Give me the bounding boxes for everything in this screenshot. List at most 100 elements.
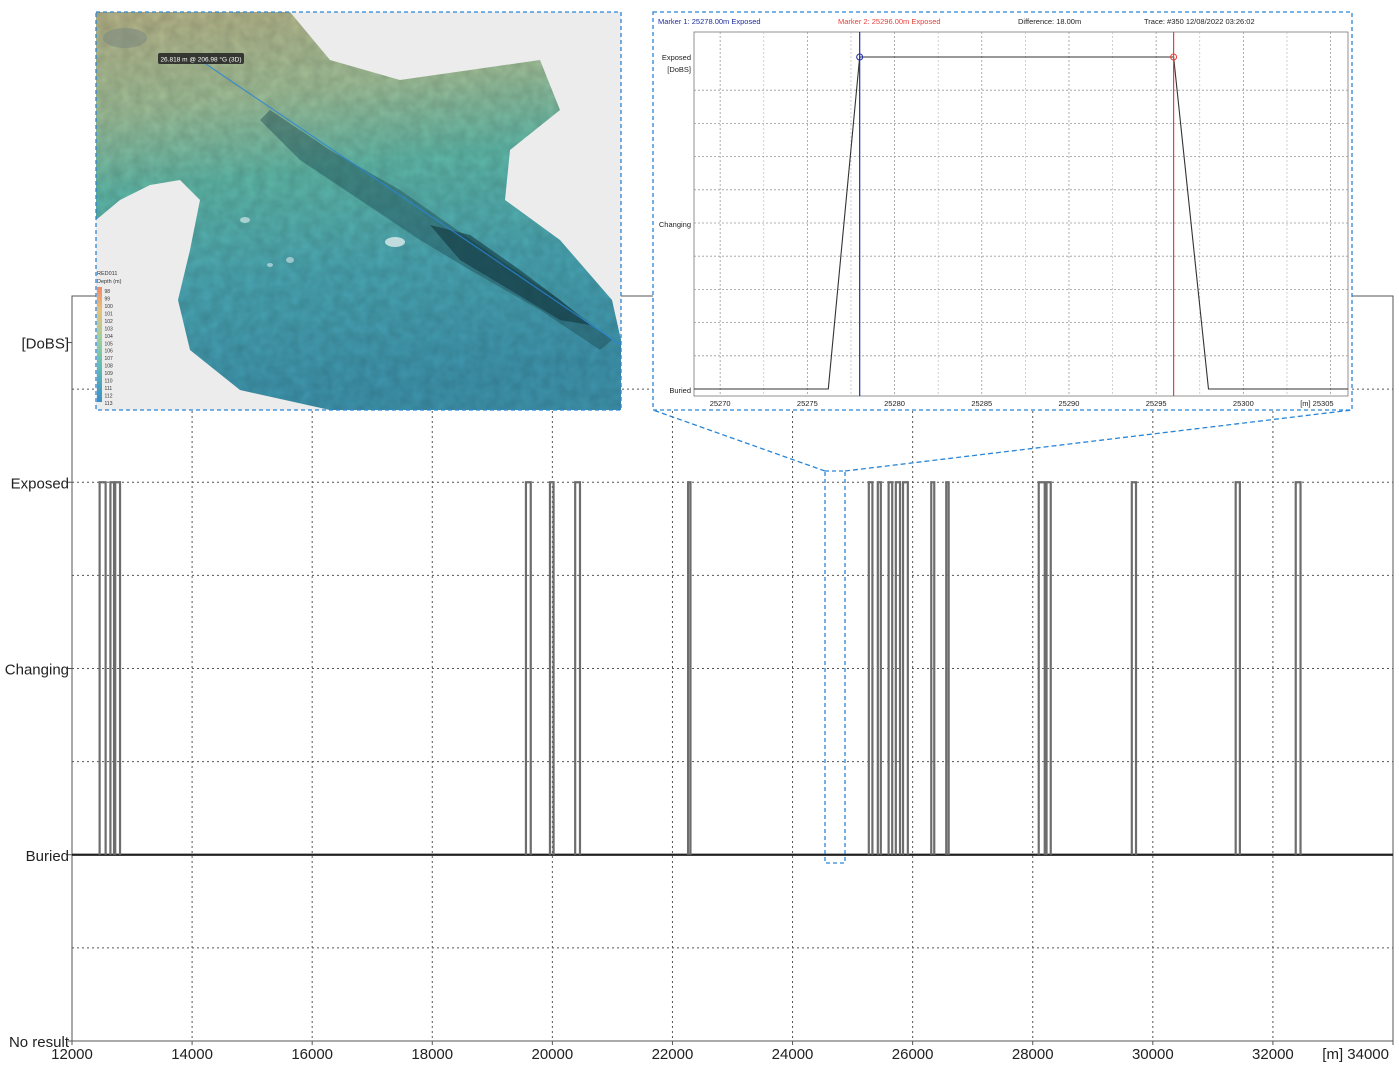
map-legend-value: 107 <box>105 356 114 362</box>
main-y-tick-labels: No result Buried Changing Exposed [DoBS] <box>5 336 72 1051</box>
marker1-readout: Marker 1: 25278.00m Exposed <box>658 17 761 26</box>
profile-x-tick-labels: 25270 25275 25280 25285 25290 25295 25300 [m] 2… <box>710 399 1334 408</box>
main-exposure-spike <box>686 481 692 855</box>
map-legend-value: 98 <box>105 289 111 295</box>
main-x-tick-label: 22000 <box>652 1046 694 1063</box>
main-exposure-spike <box>1130 481 1138 855</box>
map-legend-subtitle: Depth (m) <box>97 279 122 285</box>
zoom-connector-right <box>844 409 1353 472</box>
map-legend-value: 106 <box>105 349 114 355</box>
zoom-indicator <box>652 409 1353 864</box>
profile-y-label-dobs: [DoBS] <box>667 65 691 74</box>
main-exposure-spike <box>930 481 936 855</box>
seabed-feature <box>240 217 250 223</box>
main-x-tick-label: 16000 <box>291 1046 333 1063</box>
main-y-tick-label: No result <box>9 1034 70 1051</box>
trace-readout: Trace: #350 12/08/2022 03:26:02 <box>1144 17 1255 26</box>
map-legend-value: 108 <box>105 364 114 370</box>
main-series-line <box>72 481 1393 856</box>
rock-outcrop <box>103 28 147 48</box>
main-x-tick-label: 18000 <box>411 1046 453 1063</box>
main-exposure-spike <box>109 481 116 855</box>
seabed-map-inset: 26.818 m @ 206.98 °G (3D) RED011 Depth (… <box>95 11 622 411</box>
main-exposure-spike <box>574 481 582 855</box>
main-x-tick-label: 14000 <box>171 1046 213 1063</box>
map-legend-value: 103 <box>105 326 114 332</box>
main-x-tick-label: 30000 <box>1132 1046 1174 1063</box>
profile-x-tick-label: 25300 <box>1233 399 1254 408</box>
profile-y-tick-labels: Exposed [DoBS] Changing Buried <box>659 53 691 395</box>
main-exposure-spike <box>548 481 555 855</box>
measurement-callout-box <box>158 53 244 64</box>
map-legend-value: 110 <box>105 379 113 385</box>
main-chart: No result Buried Changing Exposed [DoBS] 120… <box>5 295 1394 1063</box>
map-inset-frame <box>95 11 622 411</box>
main-y-tick-label: [DoBS] <box>21 336 69 353</box>
seabed-feature <box>385 237 405 247</box>
seabed-feature <box>267 263 273 267</box>
main-exposure-spike <box>894 481 902 855</box>
main-exposure-spike <box>1037 481 1046 855</box>
main-x-tick-label: 12000 <box>51 1046 93 1063</box>
cable-route-line <box>199 59 622 346</box>
main-x-tick-label: 32000 <box>1252 1046 1294 1063</box>
main-x-tick-label: 26000 <box>892 1046 934 1063</box>
profile-x-tick-label: 25270 <box>710 399 731 408</box>
main-x-tick-label: [m] 34000 <box>1322 1046 1389 1063</box>
main-exposure-spike <box>901 481 909 855</box>
profile-inset: Marker 1: 25278.00m Exposed Marker 2: 25… <box>652 11 1353 411</box>
main-exposure-spike <box>98 481 107 855</box>
marker2-readout: Marker 2: 25296.00m Exposed <box>838 17 941 26</box>
seabed-texture <box>96 12 621 410</box>
zoom-connector-left <box>652 409 826 472</box>
map-legend-value: 104 <box>105 334 114 340</box>
main-x-tick-label: 24000 <box>772 1046 814 1063</box>
main-y-tick-label: Changing <box>5 662 69 679</box>
map-legend-value: 102 <box>105 319 114 325</box>
map-legend-value: 101 <box>105 311 114 317</box>
map-legend-value: 109 <box>105 371 114 377</box>
main-exposure-spike <box>867 481 874 855</box>
profile-inset-frame <box>652 11 1353 411</box>
seabed-feature <box>286 257 294 263</box>
profile-x-tick-label: [m] 25305 <box>1300 399 1333 408</box>
profile-x-tick-label: 25275 <box>797 399 818 408</box>
profile-series-line <box>694 56 1348 390</box>
main-exposure-spike <box>1294 481 1302 855</box>
profile-x-tick-label: 25295 <box>1146 399 1167 408</box>
profile-x-tick-label: 25285 <box>971 399 992 408</box>
main-exposure-spike <box>887 481 894 855</box>
profile-status-line <box>694 56 1348 390</box>
map-legend-value: 100 <box>105 304 114 310</box>
map-legend-value: 111 <box>105 386 113 392</box>
profile-x-tick-label: 25280 <box>884 399 905 408</box>
profile-markers <box>856 32 1178 396</box>
main-exposure-spike <box>1045 481 1052 855</box>
main-x-tick-label: 20000 <box>532 1046 574 1063</box>
zoom-selection-box <box>824 470 846 864</box>
main-exposure-spike <box>945 481 950 855</box>
map-legend-value: 99 <box>105 296 111 302</box>
marker2-handle[interactable] <box>1170 53 1178 61</box>
map-legend-colorbar <box>97 287 102 402</box>
profile-x-tick-label: 25290 <box>1059 399 1080 408</box>
profile-y-label-exposed: Exposed <box>662 53 691 62</box>
difference-readout: Difference: 18.00m <box>1018 17 1081 26</box>
main-exposure-spike <box>114 481 122 855</box>
map-legend-value: 113 <box>105 401 113 407</box>
main-exposure-spike <box>1234 481 1241 855</box>
main-x-tick-label: 28000 <box>1012 1046 1054 1063</box>
main-y-tick-label: Buried <box>26 848 69 865</box>
profile-y-label-changing: Changing <box>659 220 691 229</box>
main-y-tick-label: Exposed <box>11 475 69 492</box>
profile-y-label-buried: Buried <box>669 386 691 395</box>
marker1-handle[interactable] <box>856 53 864 61</box>
trench-ridge <box>430 225 590 325</box>
map-legend-value: 112 <box>105 394 113 400</box>
map-legend-title: RED011 <box>97 271 117 277</box>
map-legend-value: 105 <box>105 341 114 347</box>
profile-gridlines <box>694 32 1348 396</box>
